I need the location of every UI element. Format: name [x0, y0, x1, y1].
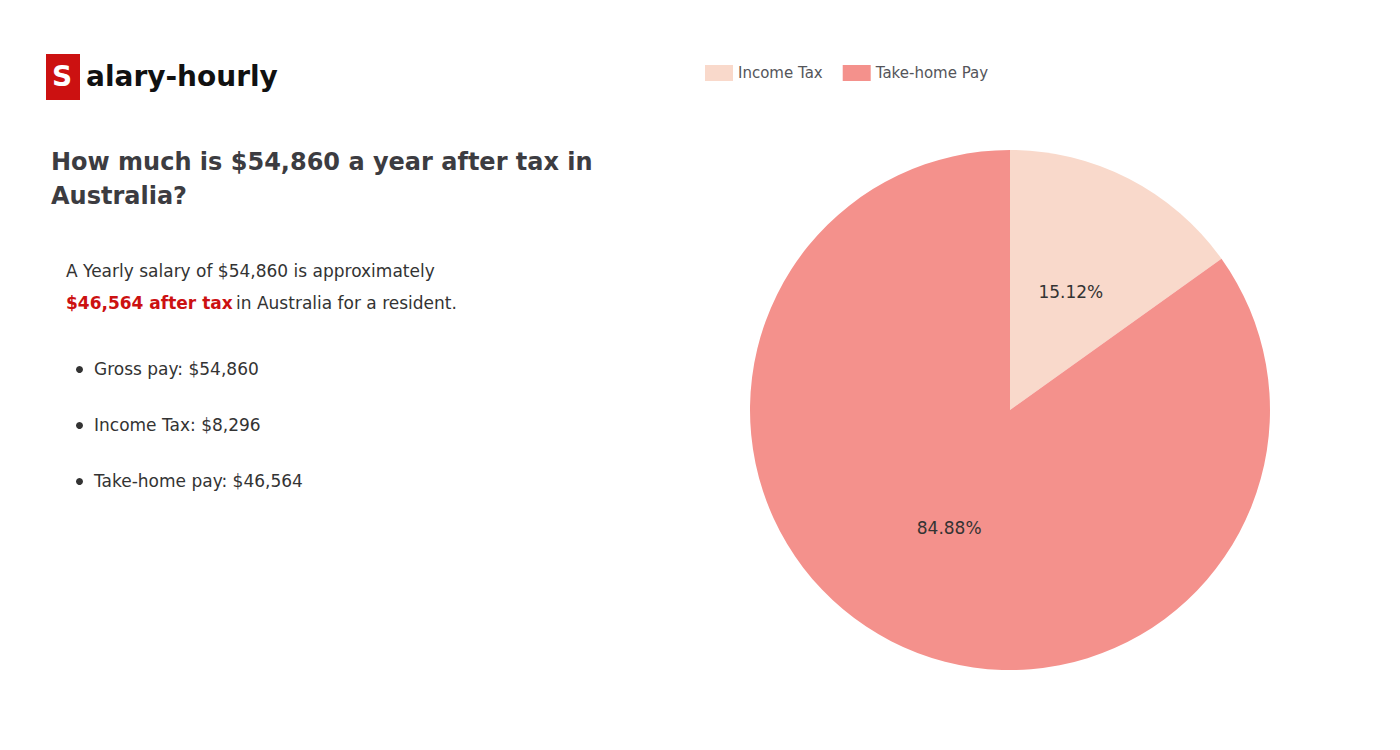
svg-text:Income Tax: Income Tax: [738, 64, 823, 82]
svg-text:A Yearly salary of $54,860 is: A Yearly salary of $54,860 is approximat…: [66, 261, 435, 281]
svg-text:Take-home Pay: Take-home Pay: [875, 64, 989, 82]
svg-text:$46,564 after tax: $46,564 after tax: [66, 293, 233, 313]
svg-text:Income Tax: $8,296: Income Tax: $8,296: [94, 415, 261, 435]
svg-text:Australia?: Australia?: [51, 182, 187, 210]
svg-text:in Australia for a resident.: in Australia for a resident.: [236, 293, 457, 313]
svg-text:15.12%: 15.12%: [1038, 282, 1103, 302]
svg-text:alary-hourly: alary-hourly: [86, 60, 278, 93]
svg-text:S: S: [52, 60, 72, 93]
svg-text:Take-home pay: $46,564: Take-home pay: $46,564: [93, 471, 303, 491]
svg-text:84.88%: 84.88%: [917, 518, 982, 538]
svg-text:How much is $54,860 a year aft: How much is $54,860 a year after tax in: [51, 148, 601, 176]
svg-text:Gross pay: $54,860: Gross pay: $54,860: [94, 359, 259, 379]
